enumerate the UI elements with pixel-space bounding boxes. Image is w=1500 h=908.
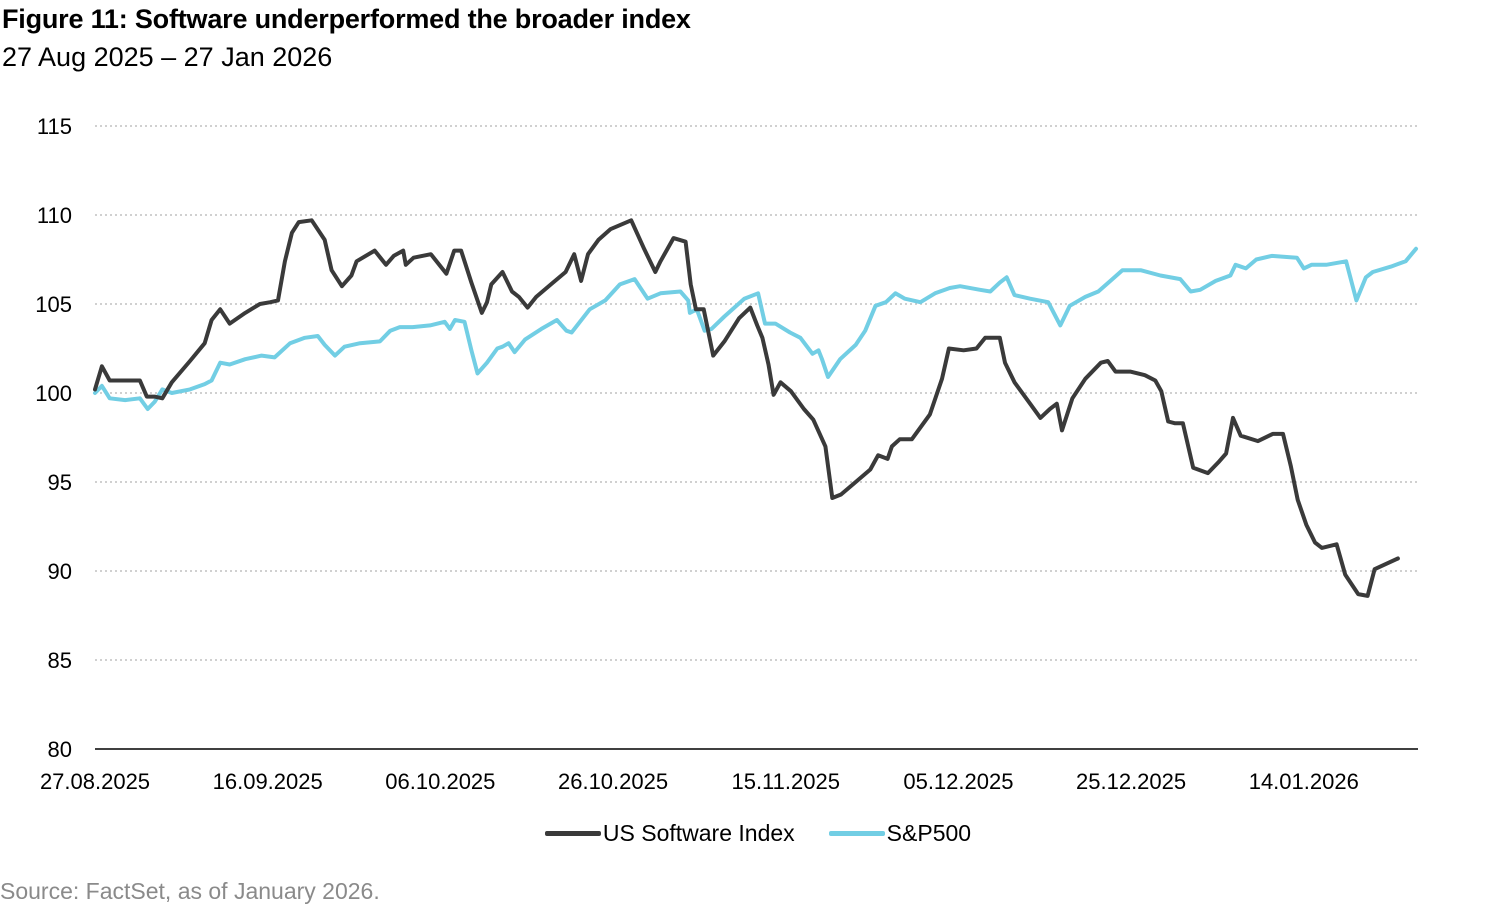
legend-item-sp500: S&P500: [828, 820, 972, 847]
us-software-line: [93, 218, 1400, 598]
y-axis-ticks: 80 85 90 95 100 105 110 115: [35, 114, 72, 762]
y-tick-label: 85: [48, 648, 72, 673]
legend-item-us-software: US Software Index: [544, 820, 795, 847]
y-tick-label: 110: [37, 203, 72, 228]
line-chart: 80 85 90 95 100 105 110 115 27.08.2025 16.09.202…: [35, 114, 1418, 794]
y-tick-label: 80: [48, 737, 72, 762]
x-tick-label: 06.10.2025: [385, 769, 495, 794]
y-tick-label: 90: [48, 559, 72, 584]
source-note: Source: FactSet, as of January 2026.: [0, 878, 380, 904]
x-tick-label: 14.01.2026: [1249, 769, 1359, 794]
x-tick-label: 27.08.2025: [40, 769, 150, 794]
legend-swatch-us-software: [544, 831, 601, 836]
legend: US Software Index S&P500: [0, 820, 1500, 847]
series-lines: [93, 218, 1418, 598]
x-tick-label: 25.12.2025: [1076, 769, 1186, 794]
sp500-line: [93, 246, 1418, 411]
x-tick-label: 15.11.2025: [731, 769, 839, 794]
x-axis-ticks: 27.08.2025 16.09.2025 06.10.2025 26.10.2025…: [40, 769, 1359, 794]
y-tick-label: 95: [48, 470, 72, 495]
legend-label-sp500: S&P500: [886, 820, 972, 846]
x-tick-label: 05.12.2025: [903, 769, 1013, 794]
y-tick-label: 100: [35, 381, 72, 406]
chart-subtitle: 27 Aug 2025 – 27 Jan 2026: [2, 42, 333, 72]
chart-title: Figure 11: Software underperformed the b…: [2, 4, 691, 34]
y-tick-label: 115: [37, 114, 72, 139]
legend-label-us-software: US Software Index: [602, 820, 795, 846]
gridlines: [95, 125, 1418, 661]
x-tick-label: 16.09.2025: [213, 769, 323, 794]
legend-swatch-sp500: [828, 831, 885, 836]
y-tick-label: 105: [35, 292, 72, 317]
x-tick-label: 26.10.2025: [558, 769, 668, 794]
